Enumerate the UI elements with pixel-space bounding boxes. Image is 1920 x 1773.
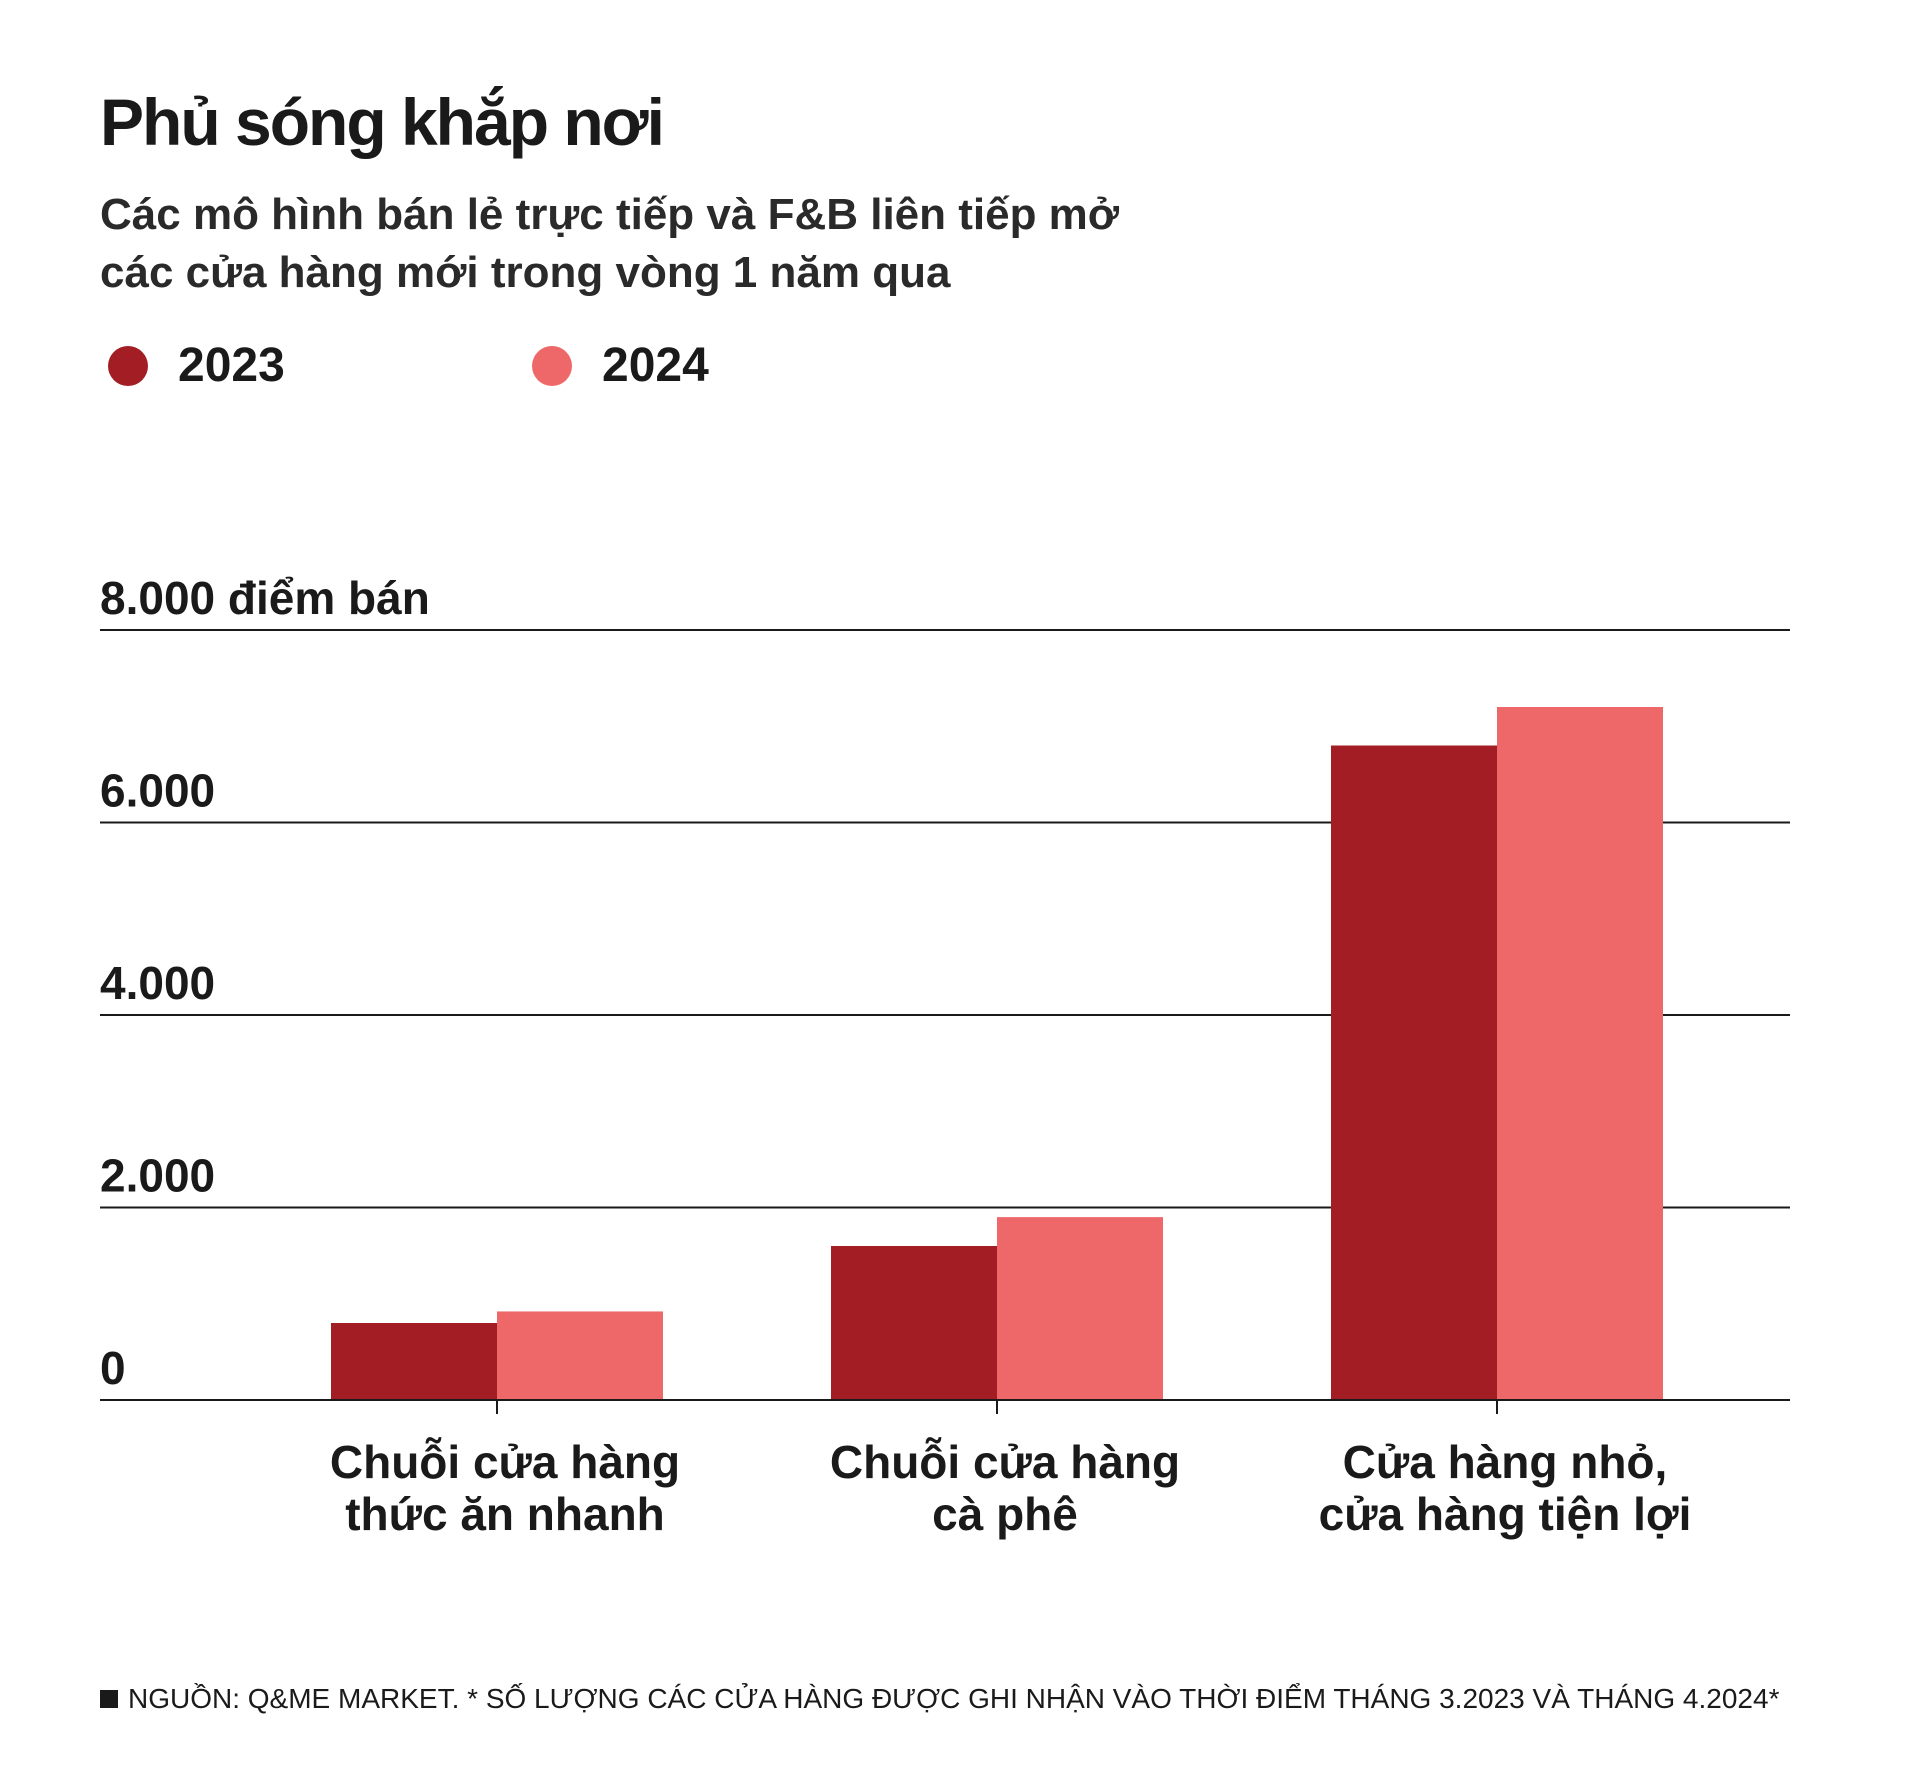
y-tick-label: 0 [100,1342,126,1394]
legend: 2023 2024 [100,338,1000,398]
y-tick-label: 2.000 [100,1150,215,1202]
x-category-label: Cửa hàng nhỏ, [1343,1436,1668,1488]
legend-label-2023: 2023 [178,339,285,392]
legend-item-2024: 2024 [532,338,709,393]
legend-label-2024: 2024 [602,339,709,392]
bar-2024 [497,1311,663,1400]
bar-2023 [1331,745,1497,1400]
x-category-label: thức ăn nhanh [345,1488,665,1540]
x-category-label: cửa hàng tiện lợi [1319,1488,1692,1540]
legend-item-2023: 2023 [108,338,285,393]
bar-2024 [1497,707,1663,1400]
x-category-label: Chuỗi cửa hàng [330,1436,680,1488]
legend-swatch-2023 [108,345,148,386]
source-bullet [100,1690,118,1708]
source-text: NGUỒN: Q&ME MARKET. * SỐ LƯỢNG CÁC CỬA H… [128,1683,1780,1714]
chart-title: Phủ sóng khắp nơi [100,85,665,159]
y-tick-label: 6.000 [100,765,215,817]
subtitle-line: các cửa hàng mới trong vòng 1 năm qua [100,248,951,297]
bar-2023 [331,1323,497,1400]
chart-subtitle: Các mô hình bán lẻ trực tiếp và F&B liên… [100,186,1300,302]
y-tick-label: 8.000 điểm bán [100,572,430,624]
x-category-label: Chuỗi cửa hàng [830,1436,1180,1488]
bar-chart: 0 2.000 4.000 6.000 8.000 điểm bán Chuỗi cửa … [100,572,1790,1540]
source-note: NGUỒN: Q&ME MARKET. * SỐ LƯỢNG CÁC CỬA H… [100,1683,1779,1715]
x-category-label: cà phê [932,1488,1078,1540]
bar-2024 [997,1217,1163,1400]
y-tick-label: 4.000 [100,957,215,1009]
bar-2023 [831,1246,997,1400]
legend-swatch-2024 [532,345,572,386]
subtitle-line: Các mô hình bán lẻ trực tiếp và F&B liên… [100,190,1120,239]
